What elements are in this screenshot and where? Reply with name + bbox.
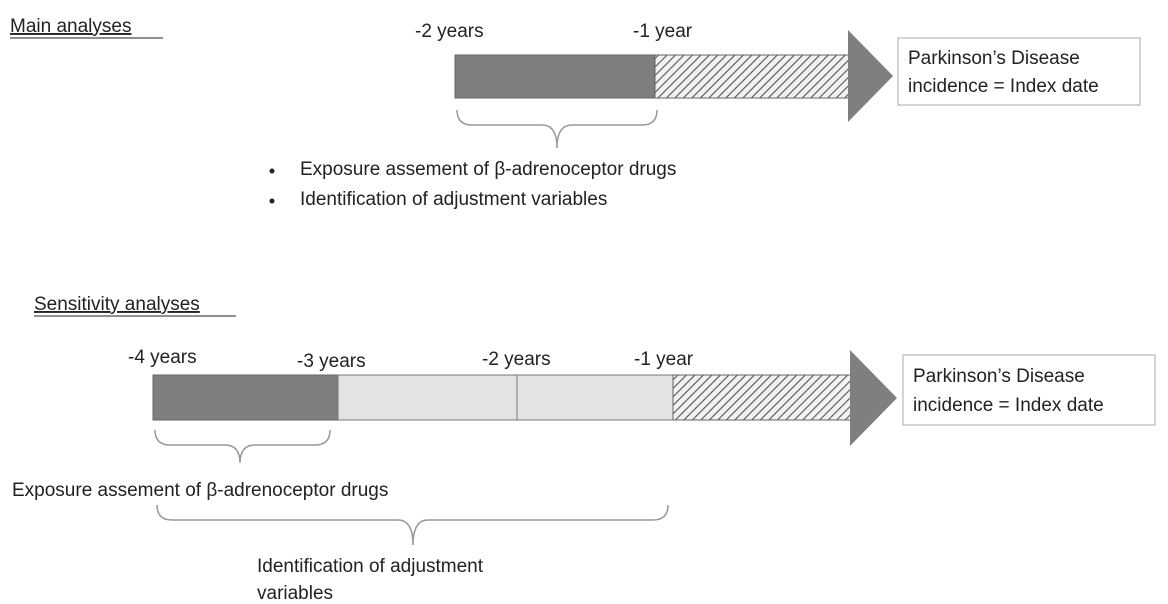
exposure-window: [152, 374, 339, 421]
brace: [156, 504, 669, 546]
outcome-box: [902, 354, 1156, 426]
bullet-text: Identification of adjustment variables: [300, 189, 607, 210]
exposure-text: Exposure assement of β-adrenoceptor drug…: [12, 480, 388, 501]
lag-window: [654, 54, 851, 99]
bullet: [269, 168, 275, 174]
outcome-text: Parkinson’s Disease: [913, 366, 1085, 387]
brace: [456, 109, 658, 149]
arrow-head: [848, 30, 893, 122]
bullet-text: Exposure assement of β-adrenoceptor drug…: [300, 159, 676, 180]
time-label: -1 year: [633, 21, 693, 42]
time-label: -2 years: [415, 21, 484, 42]
adjustment-text: Identification of adjustment: [257, 556, 484, 577]
adjustment-text: variables: [257, 583, 333, 604]
time-label: -2 years: [482, 349, 551, 370]
exposure-window: [454, 54, 656, 99]
time-label: -4 years: [128, 347, 197, 368]
time-label: -3 years: [297, 351, 366, 372]
main-heading: Main analyses: [10, 16, 131, 37]
outcome-text: incidence = Index date: [908, 76, 1099, 97]
adjustment-window: [337, 374, 674, 421]
brace: [154, 429, 331, 464]
outcome-text: Parkinson’s Disease: [908, 48, 1080, 69]
outcome-text: incidence = Index date: [913, 395, 1104, 416]
arrow-head: [850, 350, 897, 446]
outcome-box: [897, 37, 1141, 106]
lag-window: [672, 374, 854, 421]
sensitivity-heading: Sensitivity analyses: [34, 294, 200, 315]
bullet: [269, 198, 275, 204]
time-label: -1 year: [634, 349, 694, 370]
